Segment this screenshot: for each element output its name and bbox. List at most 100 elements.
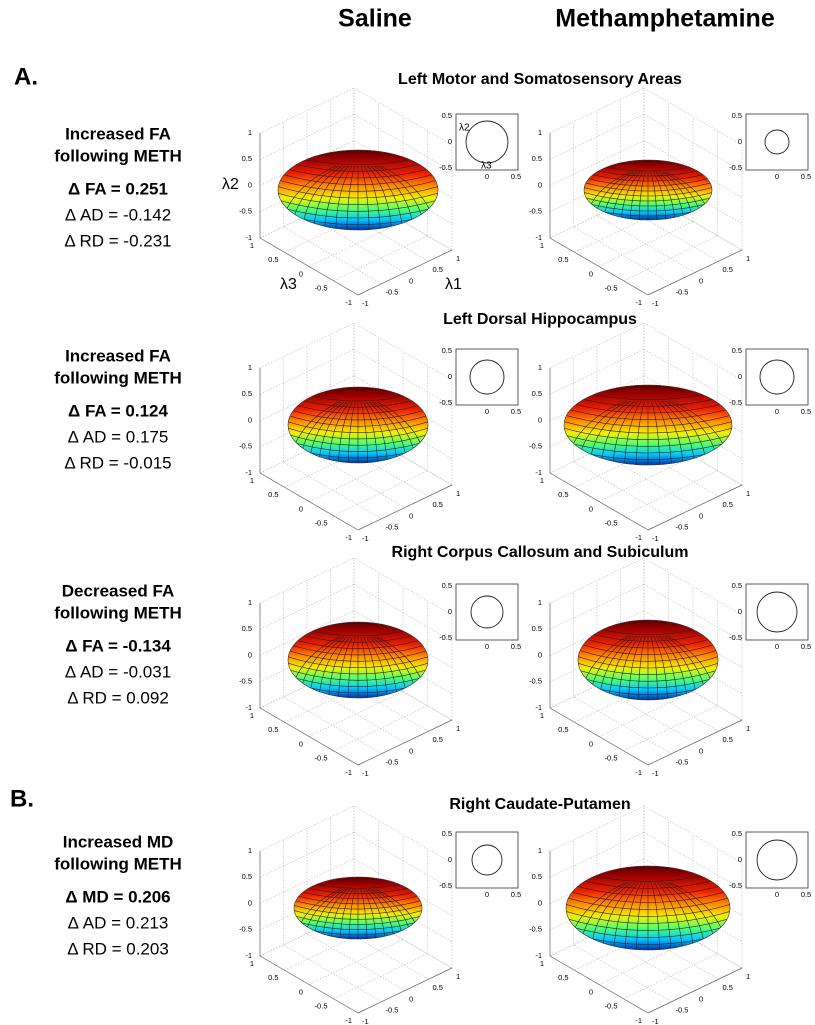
grid-line — [549, 583, 645, 630]
z-tick-label: 0.5 — [532, 872, 542, 881]
grid-line — [308, 939, 404, 985]
inset-frame — [745, 583, 809, 641]
mesh-line — [363, 637, 378, 698]
grid-line — [573, 944, 672, 1003]
y-tick-label: -0.5 — [315, 754, 328, 763]
y-tick-label: 0 — [299, 987, 303, 996]
z-tick-label: 1 — [538, 846, 542, 855]
grid-line — [643, 87, 743, 146]
y-tick-label: 0.5 — [558, 255, 568, 264]
finding: Increased FA — [65, 346, 171, 365]
inset-circle — [469, 359, 505, 395]
axis-line — [357, 484, 453, 531]
y-tick-label: 0.5 — [558, 973, 568, 982]
ellipsoid-outline — [565, 865, 731, 951]
z-tick-label: 1 — [248, 128, 252, 137]
mesh-line — [339, 889, 354, 939]
grid-line — [573, 461, 672, 520]
y-tick-label: -0.5 — [605, 284, 618, 293]
y-tick-label: -1 — [635, 298, 642, 307]
grid-line — [308, 691, 404, 737]
inset-y-tick: 0.5 — [732, 111, 742, 120]
grid-line — [353, 375, 453, 433]
y-tick-label: 0 — [589, 987, 593, 996]
inset-circle — [764, 129, 790, 155]
inset-y-tick: -0.5 — [439, 398, 452, 407]
grid-line — [259, 348, 355, 395]
x-tick-label: -1 — [362, 534, 369, 543]
inset-circle — [759, 359, 795, 395]
grid-line — [259, 583, 355, 630]
finding: following METH — [54, 603, 181, 622]
x-tick-label: 1 — [456, 724, 460, 733]
stat: Δ FA = 0.124 — [68, 401, 168, 420]
mesh-line — [367, 165, 392, 230]
inset-y-tick: -0.5 — [439, 163, 452, 172]
mesh-line — [618, 635, 640, 700]
grid-line — [598, 939, 694, 985]
grid-line — [353, 557, 453, 616]
axis-line — [259, 955, 359, 1014]
finding: following METH — [54, 146, 181, 165]
axis-line — [647, 484, 743, 531]
grid-line — [259, 375, 355, 421]
grid-line — [308, 221, 404, 267]
y-tick-label: -1 — [635, 533, 642, 542]
x-tick-label: 0.5 — [723, 265, 733, 274]
grid-line — [549, 805, 645, 852]
y-tick-label: 1 — [250, 711, 254, 720]
x-tick-label: 0 — [409, 994, 413, 1003]
inset-y-tick: 0 — [448, 607, 452, 616]
mesh-line — [629, 171, 644, 220]
z-tick-label: -0.5 — [239, 207, 252, 216]
inset-y-tick: 0.5 — [442, 346, 452, 355]
grid-line — [353, 831, 453, 890]
inset-y-tick: -0.5 — [439, 633, 452, 642]
ellipsoid-outline — [293, 876, 423, 940]
z-tick-label: -0.5 — [239, 925, 252, 934]
mesh-line — [624, 882, 642, 950]
mesh-line — [363, 402, 378, 463]
inset-y-tick: 0.5 — [732, 346, 742, 355]
mesh-line — [347, 637, 356, 698]
inset-y-tick: 0 — [738, 372, 742, 381]
grid-line — [623, 470, 718, 517]
y-tick-label: 1 — [250, 959, 254, 968]
grid-line — [353, 113, 453, 172]
x-tick-label: 0 — [409, 276, 413, 285]
grid-line — [549, 140, 645, 186]
inset-y-tick: 0.5 — [442, 581, 452, 590]
axis-line — [357, 719, 453, 766]
mesh-line — [330, 889, 351, 939]
inset-circle — [756, 591, 798, 633]
x-tick-label: -0.5 — [676, 523, 689, 532]
mesh-line — [348, 889, 356, 939]
z-tick-label: 0 — [248, 180, 252, 189]
finding: Decreased FA — [62, 581, 174, 600]
axis-line — [549, 707, 649, 766]
grid-line — [306, 933, 406, 991]
mesh-line — [653, 635, 668, 700]
inset-x-tick: 0.5 — [511, 642, 521, 651]
inset-y-tick: 0.5 — [732, 581, 742, 590]
grid-line — [573, 226, 672, 285]
grid-line — [259, 113, 355, 160]
mesh-line — [362, 889, 377, 939]
stat: Δ AD = 0.175 — [68, 427, 169, 446]
grid-line — [259, 805, 355, 852]
z-tick-label: 0.5 — [242, 872, 252, 881]
inset-x-tick: 0 — [775, 890, 779, 899]
z-tick-label: 0 — [538, 415, 542, 424]
grid-line — [259, 557, 355, 604]
grid-line — [549, 322, 645, 369]
inset-axis-label: λ2 — [459, 123, 470, 134]
mesh-line — [338, 402, 353, 463]
inset-x-tick: 0.5 — [801, 890, 811, 899]
row-title: Right Corpus Callosum and Subiculum — [392, 544, 689, 561]
inset-x-tick: 0.5 — [801, 642, 811, 651]
y-tick-label: 0 — [299, 504, 303, 513]
x-tick-label: -0.5 — [676, 288, 689, 297]
grid-line — [283, 696, 382, 755]
axis-line — [357, 249, 453, 296]
